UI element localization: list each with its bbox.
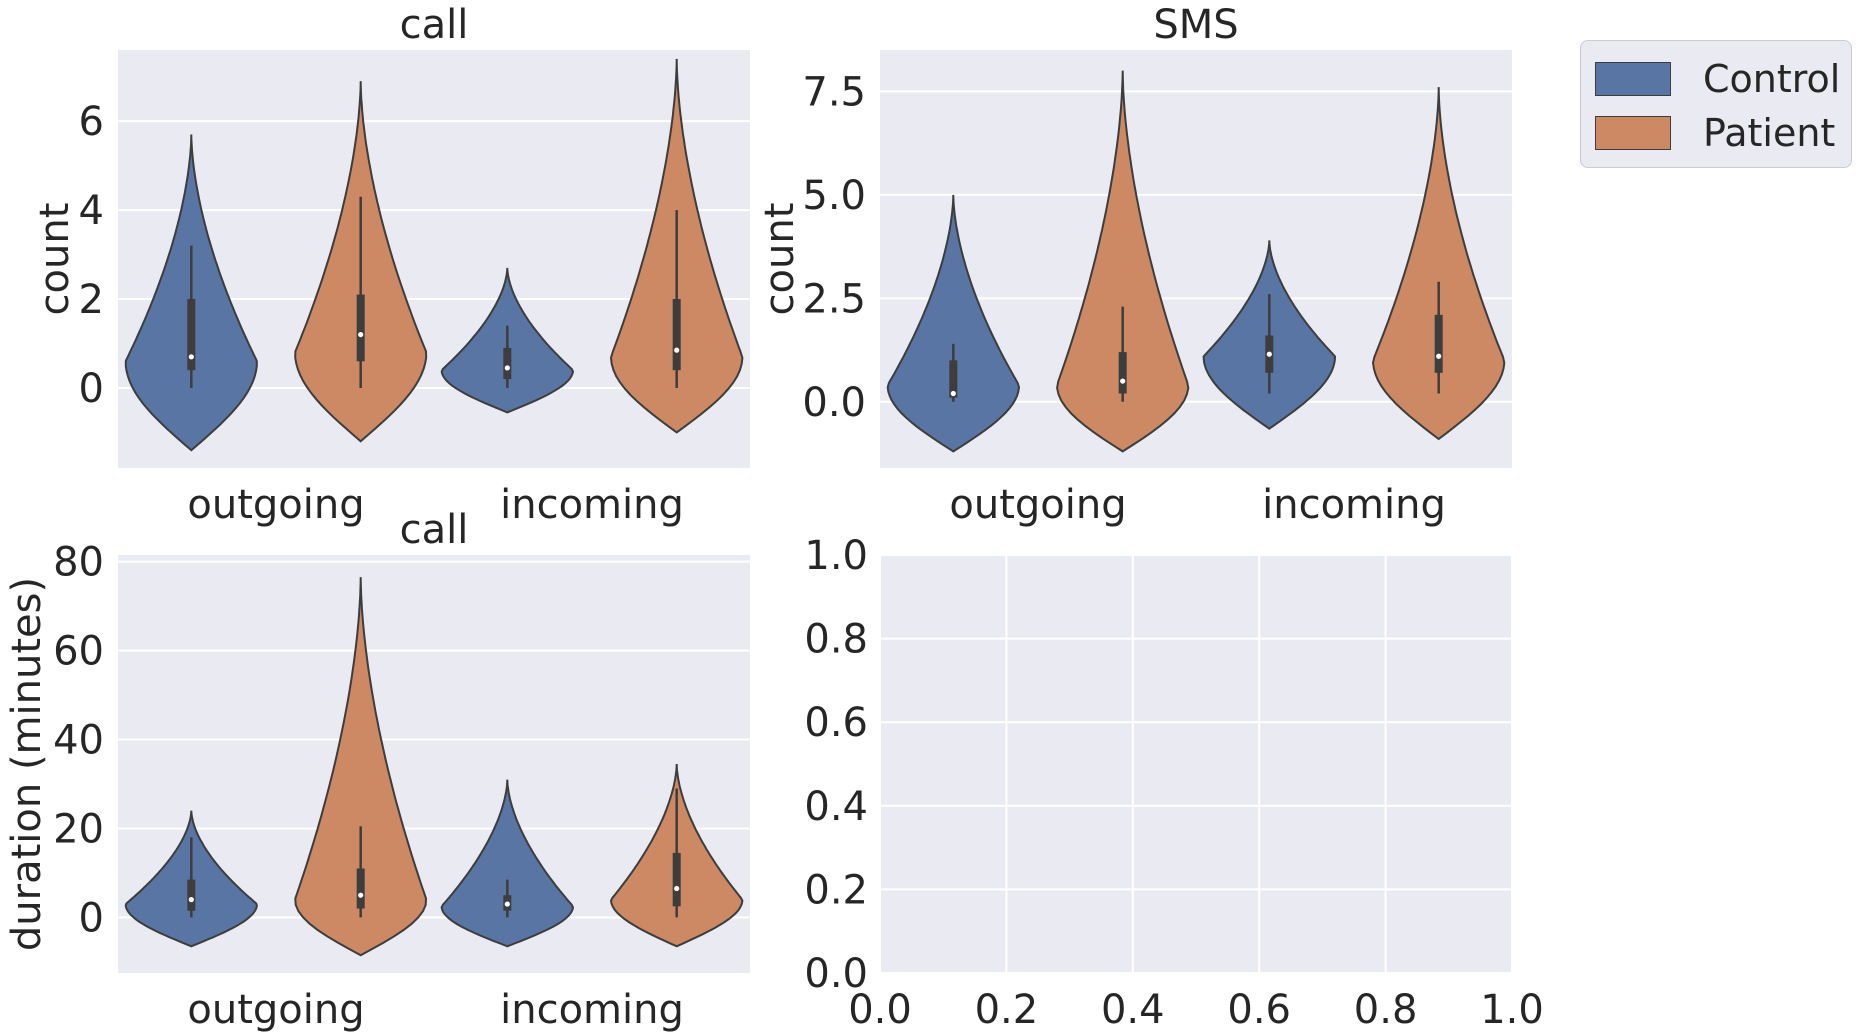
patient-incoming-violin-iqr-box xyxy=(1434,314,1443,373)
subplot-4: 0.0 0.2 0.4 0.6 0.8 1.0 0.0 0.2 0.4 0.6 0.8 1.0 xyxy=(804,533,1543,1033)
legend-label-control: Control xyxy=(1703,57,1841,101)
control-incoming-violin xyxy=(440,779,575,948)
patient-outgoing-violin-median xyxy=(358,331,364,338)
control-outgoing-violin-median xyxy=(188,354,194,360)
subplot-3: 0 20 40 60 80 call duration (minutes) outgoing i… xyxy=(4,507,750,1033)
patient-incoming-violin-median xyxy=(1436,353,1442,359)
y-tick-label: 60 xyxy=(53,629,104,675)
patient-incoming-violin xyxy=(1371,87,1506,441)
patient-outgoing-violin xyxy=(294,577,428,957)
control-incoming-violin-median xyxy=(1266,351,1272,357)
legend-swatch-patient xyxy=(1595,116,1671,150)
x-tick-label: outgoing xyxy=(187,987,364,1033)
patient-outgoing-violin xyxy=(1056,70,1190,453)
y-axis-label: count xyxy=(757,203,803,316)
subplot-2: 0.0 2.5 5.0 7.5 SMS count outgoing incoming xyxy=(757,2,1512,528)
y-tick-label: 20 xyxy=(53,806,104,852)
x-tick-label: incoming xyxy=(1262,482,1446,528)
patient-outgoing-violin-iqr-box xyxy=(1118,352,1127,394)
y-tick-label: 0.0 xyxy=(802,380,866,426)
x-tick-label: incoming xyxy=(500,987,684,1033)
subplot-title: SMS xyxy=(1153,2,1238,48)
subplot-1: 0 2 4 6 call count outgoing incoming xyxy=(32,2,750,528)
y-tick-label: 0.8 xyxy=(804,617,868,663)
y-tick-label: 7.5 xyxy=(802,69,866,115)
y-tick-label: 40 xyxy=(53,718,104,764)
subplot-title: call xyxy=(400,507,469,553)
patient-outgoing-violin-median xyxy=(358,892,364,898)
y-tick-label: 80 xyxy=(53,540,104,586)
y-tick-label: 2.5 xyxy=(802,276,866,322)
patient-incoming-violin-iqr-box xyxy=(672,852,681,907)
legend: Control Patient xyxy=(1580,40,1852,168)
x-tick-label: outgoing xyxy=(187,482,364,528)
control-outgoing-violin-iqr-box xyxy=(187,299,196,371)
control-outgoing-violin-iqr-box xyxy=(187,879,196,911)
control-outgoing-violin-median xyxy=(950,390,956,397)
y-tick-label: 0.4 xyxy=(804,784,868,830)
y-axis-label: count xyxy=(32,203,78,316)
legend-label-patient: Patient xyxy=(1703,111,1836,155)
plot-area xyxy=(880,555,1512,973)
y-tick-label: 6 xyxy=(79,99,104,145)
legend-item-patient: Patient xyxy=(1595,111,1836,155)
patient-outgoing-violin-iqr-box xyxy=(356,868,365,909)
legend-swatch-control xyxy=(1595,62,1671,96)
y-tick-label: 0.2 xyxy=(804,867,868,913)
y-tick-label: 4 xyxy=(79,188,104,234)
x-tick-label: 0.0 xyxy=(848,987,912,1033)
x-tick-label: outgoing xyxy=(949,482,1126,528)
legend-item-control: Control xyxy=(1595,57,1841,101)
x-tick-label: 0.6 xyxy=(1227,987,1291,1033)
x-tick-label: 1.0 xyxy=(1480,987,1544,1033)
x-tick-label: 0.8 xyxy=(1354,987,1418,1033)
y-tick-label: 0 xyxy=(79,366,104,412)
y-tick-label: 1.0 xyxy=(804,533,868,579)
x-tick-label: 0.4 xyxy=(1101,987,1165,1033)
control-incoming-violin-median xyxy=(504,901,510,907)
control-outgoing-violin-iqr-box xyxy=(949,360,958,398)
x-tick-label: incoming xyxy=(500,482,684,528)
patient-outgoing-violin-iqr-box xyxy=(356,294,365,362)
subplot-title: call xyxy=(400,2,469,48)
y-tick-label: 0 xyxy=(79,895,104,941)
patient-incoming-violin-median xyxy=(674,347,680,353)
patient-outgoing-violin-median xyxy=(1120,378,1126,384)
x-tick-label: 0.2 xyxy=(975,987,1039,1033)
control-incoming-violin-median xyxy=(504,365,510,371)
y-tick-label: 5.0 xyxy=(802,173,866,219)
control-outgoing-violin-median xyxy=(188,897,194,903)
patient-incoming-violin-iqr-box xyxy=(672,299,681,371)
y-tick-label: 0.6 xyxy=(804,700,868,746)
control-incoming-violin-iqr-box xyxy=(503,347,512,380)
y-tick-label: 2 xyxy=(79,277,104,323)
patient-incoming-violin-median xyxy=(674,885,680,892)
control-outgoing-violin xyxy=(886,194,1021,453)
y-tick-label: 0.0 xyxy=(804,951,868,997)
y-axis-label: duration (minutes) xyxy=(4,577,50,951)
